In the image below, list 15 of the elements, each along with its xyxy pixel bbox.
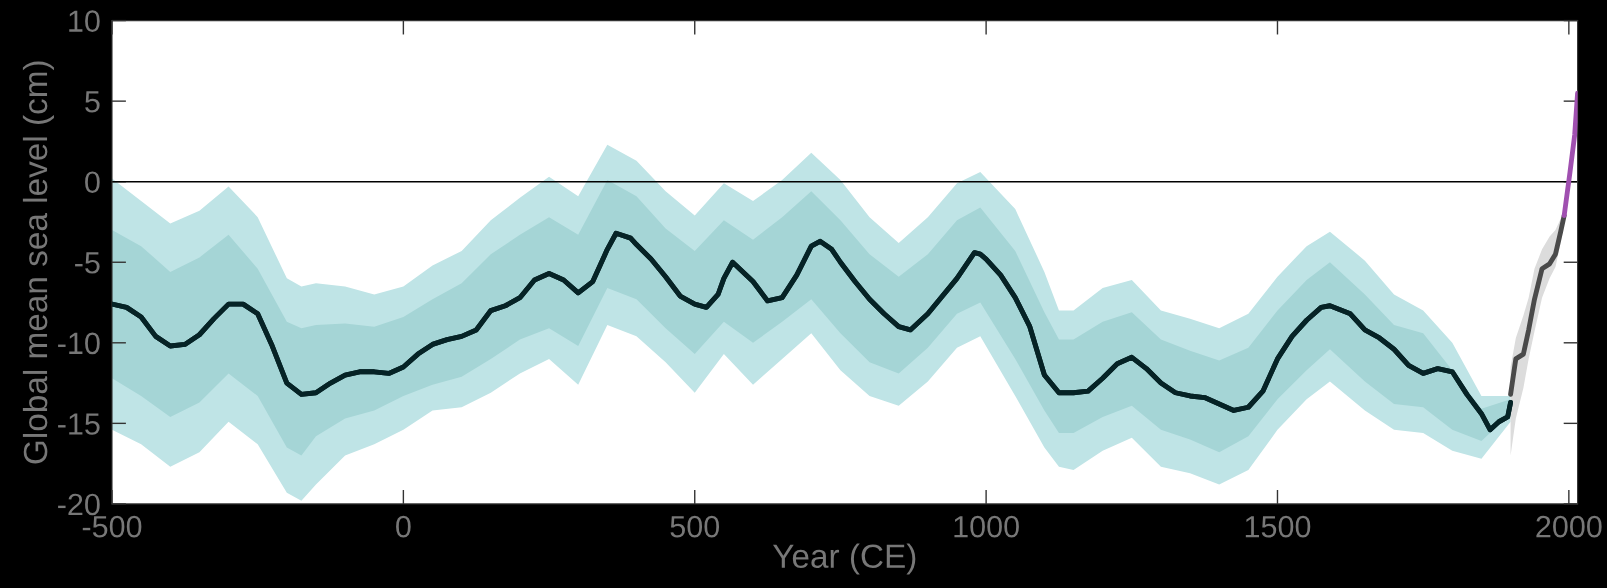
y-tick-label: 5	[85, 91, 100, 113]
x-tick-label: 1000	[954, 515, 1019, 538]
y-tick-label: 10	[69, 10, 100, 32]
x-tick-label: 500	[670, 515, 720, 538]
x-tick-label: 1500	[1245, 515, 1311, 538]
y-tick-label: -5	[75, 252, 100, 274]
x-tick-label: 2000	[1536, 515, 1602, 538]
x-tick-label: 0	[396, 515, 411, 538]
x-axis-title: Year (CE)	[772, 543, 916, 575]
y-tick-label: -10	[58, 332, 100, 355]
y-tick-label: 0	[85, 171, 100, 194]
y-axis-title: Global mean sea level (cm)	[22, 61, 54, 464]
y-tick-label: -20	[58, 493, 100, 516]
x-tick-label: -500	[82, 515, 142, 538]
y-tick-label: -15	[58, 413, 100, 435]
